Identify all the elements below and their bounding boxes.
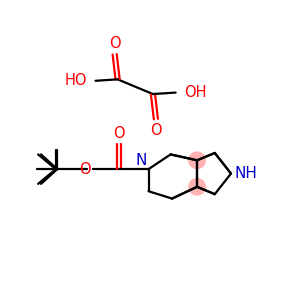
Text: N: N	[136, 153, 147, 168]
Text: O: O	[79, 162, 91, 177]
Text: O: O	[109, 36, 121, 51]
Text: O: O	[150, 123, 162, 138]
Text: HO: HO	[64, 73, 87, 88]
Text: NH: NH	[235, 166, 257, 181]
Text: O: O	[113, 126, 125, 141]
Circle shape	[189, 152, 206, 169]
Circle shape	[189, 178, 206, 195]
Text: OH: OH	[184, 85, 206, 100]
